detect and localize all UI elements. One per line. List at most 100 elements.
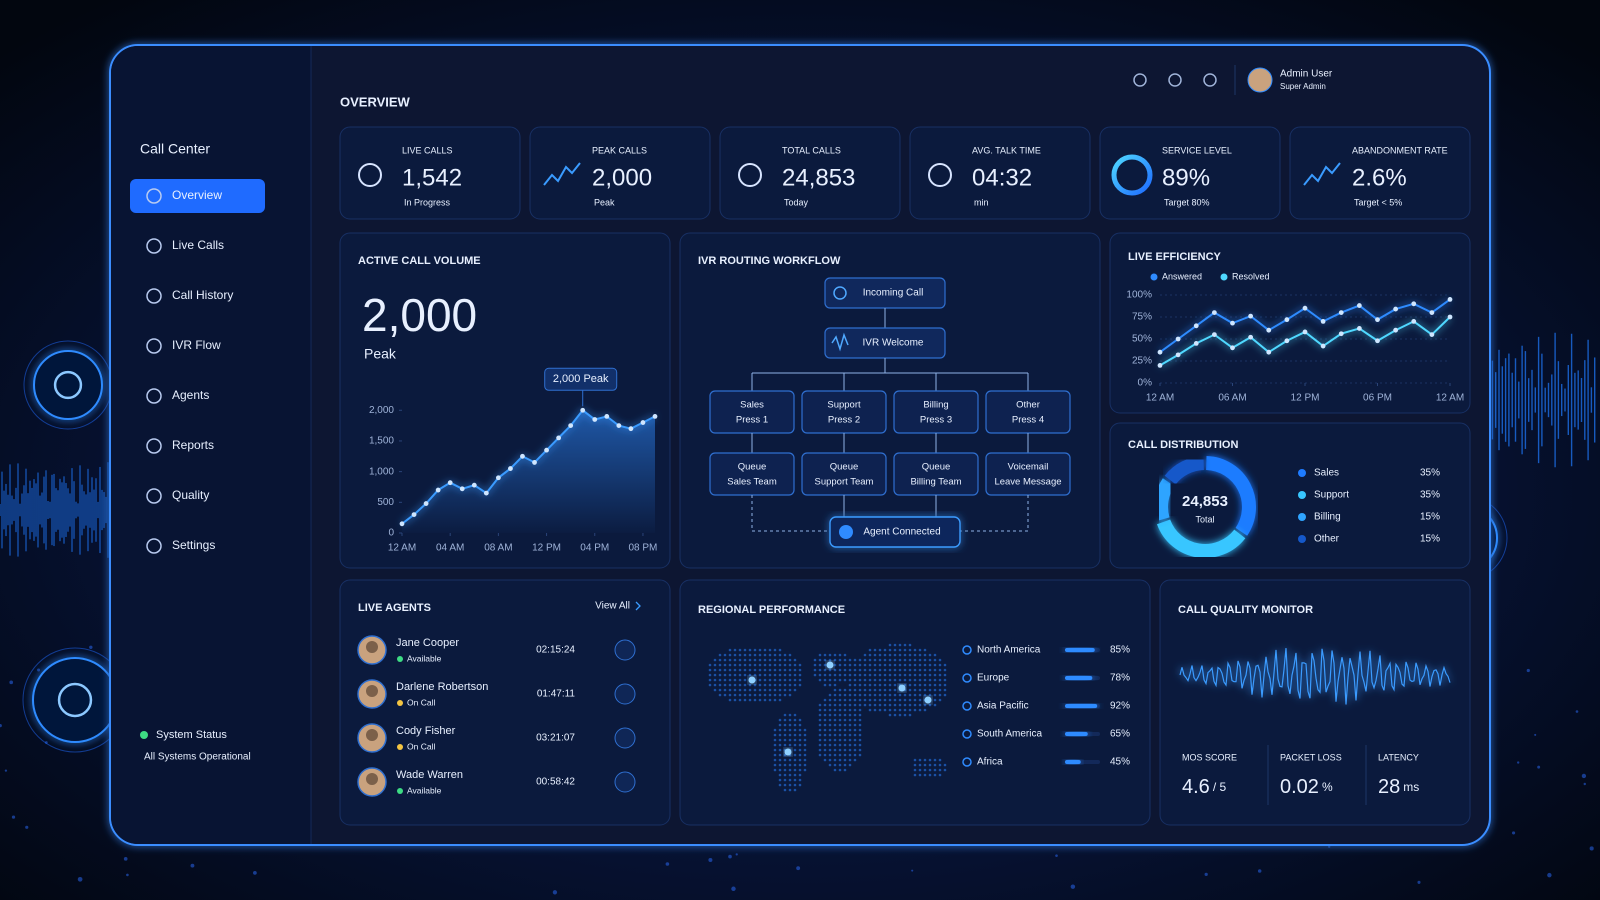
map-dot xyxy=(763,658,767,662)
map-dot xyxy=(898,703,902,707)
view-all-link[interactable]: View All xyxy=(595,601,630,612)
agent-name: Wade Warren xyxy=(396,769,463,781)
x-tick-label: 12 PM xyxy=(532,543,561,554)
map-dot xyxy=(898,643,902,647)
map-dot xyxy=(788,743,792,747)
map-dot xyxy=(743,698,747,702)
agent-status: On Call xyxy=(407,697,435,707)
map-dot xyxy=(788,738,792,742)
card-title: IVR ROUTING WORKFLOW xyxy=(698,255,841,267)
map-dot xyxy=(788,788,792,792)
map-dot xyxy=(778,663,782,667)
map-dot xyxy=(938,683,942,687)
map-dot xyxy=(723,673,727,677)
headline-value: 2,000 xyxy=(362,289,477,341)
kpi-card: LIVE CALLS 1,542 In Progress xyxy=(339,126,521,220)
call-button[interactable] xyxy=(614,639,636,661)
nav-icon xyxy=(146,488,162,504)
map-dot xyxy=(753,673,757,677)
x-tick-label: 12 PM xyxy=(1291,393,1320,404)
map-dot xyxy=(913,648,917,652)
map-dot xyxy=(858,743,862,747)
map-dot xyxy=(728,648,732,652)
map-dot xyxy=(828,708,832,712)
map-dot xyxy=(883,678,887,682)
region-dot xyxy=(962,757,972,767)
card-bg xyxy=(1289,126,1471,220)
line-point xyxy=(1211,332,1217,337)
map-dot xyxy=(848,743,852,747)
map-dot xyxy=(733,683,737,687)
map-dot xyxy=(918,668,922,672)
map-dot xyxy=(823,738,827,742)
map-dot xyxy=(838,738,842,742)
region-dot xyxy=(962,673,972,683)
map-dot xyxy=(778,763,782,767)
nav-icon xyxy=(146,538,162,554)
map-dot xyxy=(923,653,927,657)
map-dot xyxy=(933,768,937,772)
y-tick-label: 100% xyxy=(1126,290,1152,301)
map-dot xyxy=(858,658,862,662)
map-dot xyxy=(783,663,787,667)
map-dot xyxy=(833,743,837,747)
value-label: 85% xyxy=(1110,645,1130,656)
map-dot xyxy=(818,743,822,747)
map-dot xyxy=(778,758,782,762)
map-dot xyxy=(923,763,927,767)
map-dot xyxy=(798,668,802,672)
call-volume-card: ACTIVE CALL VOLUME 2,000 Peak 0 500 1,000 1,50… xyxy=(339,232,671,569)
map-dot xyxy=(823,668,827,672)
metric-label: MOS SCORE xyxy=(1182,752,1237,762)
line-point xyxy=(423,501,429,506)
map-dot xyxy=(798,783,802,787)
agent-time: 00:58:42 xyxy=(536,777,575,788)
map-dot xyxy=(753,658,757,662)
icon-ring xyxy=(33,350,103,420)
map-dot xyxy=(778,748,782,752)
map-dot xyxy=(743,683,747,687)
map-dot xyxy=(848,723,852,727)
map-dot xyxy=(748,698,752,702)
map-dot xyxy=(908,673,912,677)
map-dot xyxy=(783,723,787,727)
map-dot xyxy=(848,758,852,762)
map-dot xyxy=(883,698,887,702)
kpi-icon xyxy=(1303,162,1341,186)
map-dot xyxy=(943,693,947,697)
network-dot xyxy=(0,723,2,728)
map-dot xyxy=(823,758,827,762)
map-dot xyxy=(838,763,842,767)
map-dot xyxy=(793,768,797,772)
map-dot xyxy=(833,768,837,772)
kpi-ring xyxy=(1111,154,1153,196)
call-button[interactable] xyxy=(614,683,636,705)
map-dot xyxy=(853,698,857,702)
map-dot xyxy=(758,663,762,667)
map-dot xyxy=(893,673,897,677)
line-point xyxy=(459,486,465,492)
bar xyxy=(1065,676,1093,680)
map-dot xyxy=(838,688,842,692)
map-dot xyxy=(743,658,747,662)
agent-status: Available xyxy=(407,785,442,795)
network-dot xyxy=(665,862,670,866)
map-dot xyxy=(918,653,922,657)
annotation: 2,000 Peak xyxy=(553,373,609,385)
map-dot xyxy=(868,678,872,682)
map-dot xyxy=(883,688,887,692)
card-bg xyxy=(529,126,711,220)
map-dot xyxy=(843,723,847,727)
map-dot xyxy=(828,693,832,697)
flow-icon xyxy=(833,286,847,300)
network-dot xyxy=(123,856,128,861)
call-button[interactable] xyxy=(614,771,636,793)
flow-node-sub: Press 2 xyxy=(828,415,860,426)
map-dot xyxy=(803,733,807,737)
map-dot xyxy=(903,698,907,702)
map-dot xyxy=(928,703,932,707)
call-button[interactable] xyxy=(614,727,636,749)
kpi-icon xyxy=(738,163,762,187)
map-dot xyxy=(728,663,732,667)
map-dot xyxy=(783,733,787,737)
